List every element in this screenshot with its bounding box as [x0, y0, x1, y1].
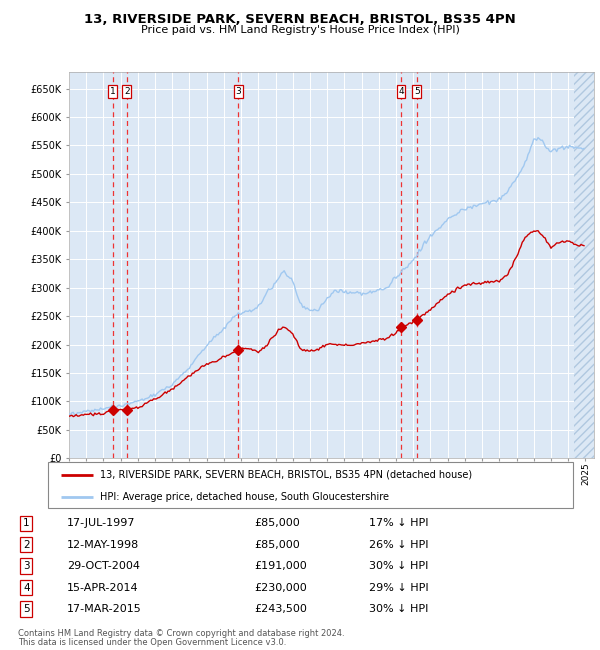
Text: 13, RIVERSIDE PARK, SEVERN BEACH, BRISTOL, BS35 4PN (detached house): 13, RIVERSIDE PARK, SEVERN BEACH, BRISTO…	[101, 469, 473, 480]
Text: 29% ↓ HPI: 29% ↓ HPI	[369, 582, 429, 593]
Text: £243,500: £243,500	[254, 604, 307, 614]
Text: 30% ↓ HPI: 30% ↓ HPI	[369, 604, 428, 614]
Text: 2: 2	[23, 540, 30, 550]
Text: Contains HM Land Registry data © Crown copyright and database right 2024.: Contains HM Land Registry data © Crown c…	[18, 629, 344, 638]
Text: £85,000: £85,000	[254, 518, 299, 528]
FancyBboxPatch shape	[48, 462, 573, 508]
Text: 30% ↓ HPI: 30% ↓ HPI	[369, 561, 428, 571]
Text: 15-APR-2014: 15-APR-2014	[67, 582, 139, 593]
Text: 3: 3	[235, 87, 241, 96]
Text: 4: 4	[23, 582, 30, 593]
Text: 1: 1	[23, 518, 30, 528]
Text: This data is licensed under the Open Government Licence v3.0.: This data is licensed under the Open Gov…	[18, 638, 286, 647]
Text: 13, RIVERSIDE PARK, SEVERN BEACH, BRISTOL, BS35 4PN: 13, RIVERSIDE PARK, SEVERN BEACH, BRISTO…	[84, 13, 516, 26]
Text: £191,000: £191,000	[254, 561, 307, 571]
Text: 5: 5	[414, 87, 420, 96]
Text: £230,000: £230,000	[254, 582, 307, 593]
Text: 17-JUL-1997: 17-JUL-1997	[67, 518, 135, 528]
Text: 26% ↓ HPI: 26% ↓ HPI	[369, 540, 428, 550]
Text: 2: 2	[124, 87, 130, 96]
Text: 17% ↓ HPI: 17% ↓ HPI	[369, 518, 428, 528]
Text: 4: 4	[398, 87, 404, 96]
Text: HPI: Average price, detached house, South Gloucestershire: HPI: Average price, detached house, Sout…	[101, 491, 389, 502]
Text: Price paid vs. HM Land Registry's House Price Index (HPI): Price paid vs. HM Land Registry's House …	[140, 25, 460, 34]
Text: 29-OCT-2004: 29-OCT-2004	[67, 561, 140, 571]
Text: £85,000: £85,000	[254, 540, 299, 550]
Text: 3: 3	[23, 561, 30, 571]
Text: 17-MAR-2015: 17-MAR-2015	[67, 604, 142, 614]
Text: 1: 1	[110, 87, 116, 96]
Text: 5: 5	[23, 604, 30, 614]
Text: 12-MAY-1998: 12-MAY-1998	[67, 540, 139, 550]
